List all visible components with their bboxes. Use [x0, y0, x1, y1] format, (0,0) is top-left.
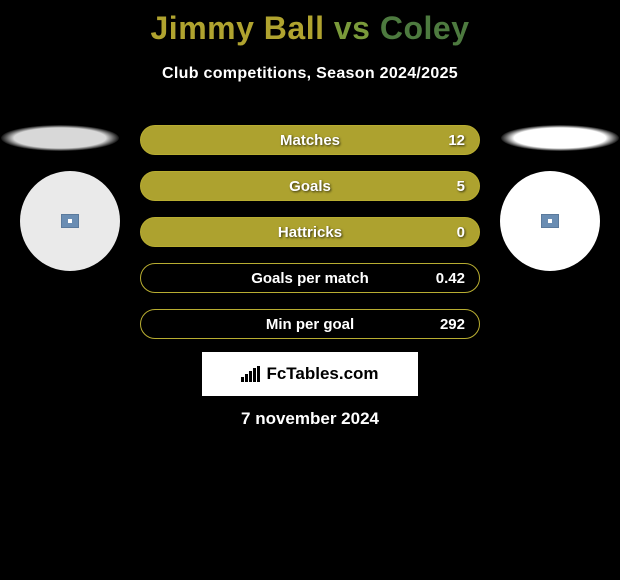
source-logo[interactable]: FcTables.com — [202, 352, 418, 396]
stat-row-hattricks: Hattricks 0 — [140, 217, 480, 247]
stat-value: 0 — [457, 224, 465, 241]
stat-value: 5 — [457, 178, 465, 195]
stats-list: Matches 12 Goals 5 Hattricks 0 Goals per… — [140, 125, 480, 355]
stat-label: Hattricks — [141, 224, 479, 241]
logo-label: FcTables.com — [266, 364, 378, 384]
stat-row-matches: Matches 12 — [140, 125, 480, 155]
placeholder-icon — [541, 214, 559, 228]
subtitle: Club competitions, Season 2024/2025 — [0, 65, 620, 83]
placeholder-icon — [61, 214, 79, 228]
stat-value: 12 — [448, 132, 465, 149]
stat-row-goals-per-match: Goals per match 0.42 — [140, 263, 480, 293]
vs-text: vs — [334, 10, 371, 46]
player2-shadow — [501, 125, 619, 151]
comparison-title: Jimmy Ball vs Coley — [0, 0, 620, 47]
stat-label: Goals — [141, 178, 479, 195]
stat-label: Matches — [141, 132, 479, 149]
bars-icon — [241, 366, 260, 382]
stat-value: 292 — [440, 316, 465, 333]
logo-text: FcTables.com — [241, 364, 378, 384]
player1-shadow — [1, 125, 119, 151]
player2-name: Coley — [380, 10, 470, 46]
player1-name: Jimmy Ball — [151, 10, 325, 46]
player1-avatar — [20, 171, 120, 271]
stat-value: 0.42 — [436, 270, 465, 287]
date-text: 7 november 2024 — [0, 409, 620, 429]
stat-label: Goals per match — [141, 270, 479, 287]
stat-label: Min per goal — [141, 316, 479, 333]
player2-avatar — [500, 171, 600, 271]
stat-row-goals: Goals 5 — [140, 171, 480, 201]
stat-row-min-per-goal: Min per goal 292 — [140, 309, 480, 339]
